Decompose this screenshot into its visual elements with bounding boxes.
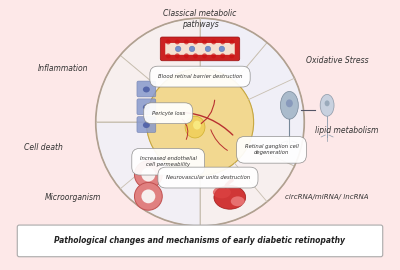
Wedge shape — [200, 145, 294, 226]
Circle shape — [134, 161, 162, 188]
Circle shape — [229, 39, 234, 45]
Circle shape — [229, 53, 234, 58]
Circle shape — [184, 53, 189, 58]
Wedge shape — [120, 18, 200, 88]
Ellipse shape — [231, 196, 245, 206]
Ellipse shape — [143, 86, 150, 92]
Ellipse shape — [143, 104, 150, 110]
Circle shape — [220, 53, 225, 58]
Circle shape — [146, 69, 254, 176]
Ellipse shape — [286, 99, 293, 107]
Circle shape — [184, 39, 189, 45]
Ellipse shape — [143, 122, 150, 128]
FancyBboxPatch shape — [137, 99, 156, 115]
Text: Increased endothelial
cell permeability: Increased endothelial cell permeability — [140, 156, 197, 167]
Circle shape — [202, 39, 207, 45]
FancyBboxPatch shape — [160, 37, 240, 61]
Text: lipid metabolism: lipid metabolism — [315, 126, 379, 134]
Wedge shape — [96, 55, 159, 122]
Circle shape — [175, 39, 180, 45]
Wedge shape — [96, 122, 200, 226]
Text: Neurovascular units destruction: Neurovascular units destruction — [166, 175, 250, 180]
Circle shape — [211, 53, 216, 58]
Text: Blood retinal barrier destruction: Blood retinal barrier destruction — [158, 74, 242, 79]
FancyBboxPatch shape — [137, 81, 156, 97]
Text: Pericyte loss: Pericyte loss — [152, 111, 185, 116]
FancyBboxPatch shape — [17, 225, 383, 257]
FancyBboxPatch shape — [137, 117, 156, 133]
Circle shape — [205, 46, 211, 52]
Text: Microorganism: Microorganism — [45, 193, 101, 202]
Circle shape — [189, 46, 195, 52]
Circle shape — [219, 46, 225, 52]
Circle shape — [193, 39, 198, 45]
Circle shape — [142, 190, 155, 203]
Text: Oxidative Stress: Oxidative Stress — [306, 56, 368, 65]
Ellipse shape — [213, 187, 231, 198]
Wedge shape — [200, 18, 267, 81]
Circle shape — [166, 53, 171, 58]
Ellipse shape — [280, 92, 298, 119]
Ellipse shape — [214, 185, 246, 209]
Ellipse shape — [325, 100, 330, 106]
Circle shape — [142, 168, 155, 181]
Ellipse shape — [320, 94, 334, 116]
Circle shape — [175, 46, 181, 52]
Text: Retinal ganglion cell
degeneration: Retinal ganglion cell degeneration — [244, 144, 298, 155]
Circle shape — [166, 39, 171, 45]
FancyBboxPatch shape — [165, 43, 235, 55]
Text: circRNA/miRNA/ lncRNA: circRNA/miRNA/ lncRNA — [285, 194, 369, 200]
Wedge shape — [234, 43, 304, 166]
Text: Classical metabolic
pathways: Classical metabolic pathways — [163, 9, 237, 29]
Circle shape — [220, 39, 225, 45]
Ellipse shape — [185, 116, 205, 138]
Circle shape — [211, 39, 216, 45]
Text: Cell death: Cell death — [24, 143, 62, 152]
Circle shape — [193, 53, 198, 58]
Circle shape — [175, 53, 180, 58]
Circle shape — [202, 53, 207, 58]
Text: Inflammation: Inflammation — [38, 64, 88, 73]
Ellipse shape — [193, 121, 201, 130]
Circle shape — [134, 183, 162, 210]
Text: Pathological changes and mechanisms of early diabetic retinopathy: Pathological changes and mechanisms of e… — [54, 237, 346, 245]
